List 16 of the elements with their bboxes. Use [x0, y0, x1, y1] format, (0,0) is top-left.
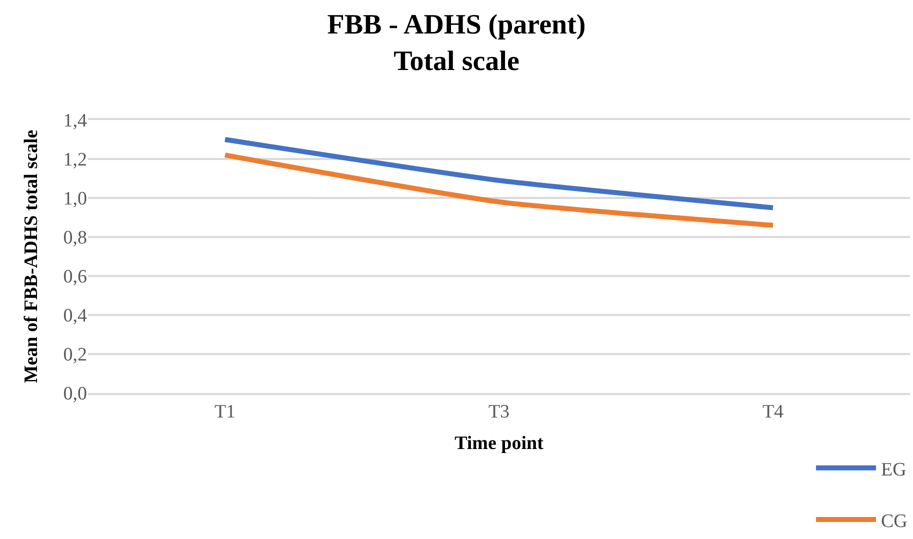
legend-label: EG: [881, 459, 907, 480]
y-tick-label: 0,2: [63, 344, 87, 366]
y-tick-label: 1,0: [63, 188, 87, 210]
chart-title: FBB - ADHS (parent) Total scale: [327, 10, 586, 77]
y-tick-label: 0,4: [63, 306, 88, 327]
y-tick-label: 0,6: [63, 266, 87, 288]
y-tick-label: 1,4: [63, 110, 88, 132]
y-tick-label: 0,8: [63, 228, 87, 249]
y-tick-label: 0,0: [63, 384, 87, 405]
legend-label: CG: [881, 510, 908, 532]
x-tick-label: T3: [488, 402, 510, 423]
x-tick-label: T1: [214, 402, 236, 423]
y-axis-title: Mean of FBB-ADHS total scale: [21, 130, 42, 384]
x-axis-title: Time point: [454, 432, 544, 454]
x-tick-label: T4: [762, 402, 784, 423]
y-tick-label: 1,2: [63, 150, 87, 171]
